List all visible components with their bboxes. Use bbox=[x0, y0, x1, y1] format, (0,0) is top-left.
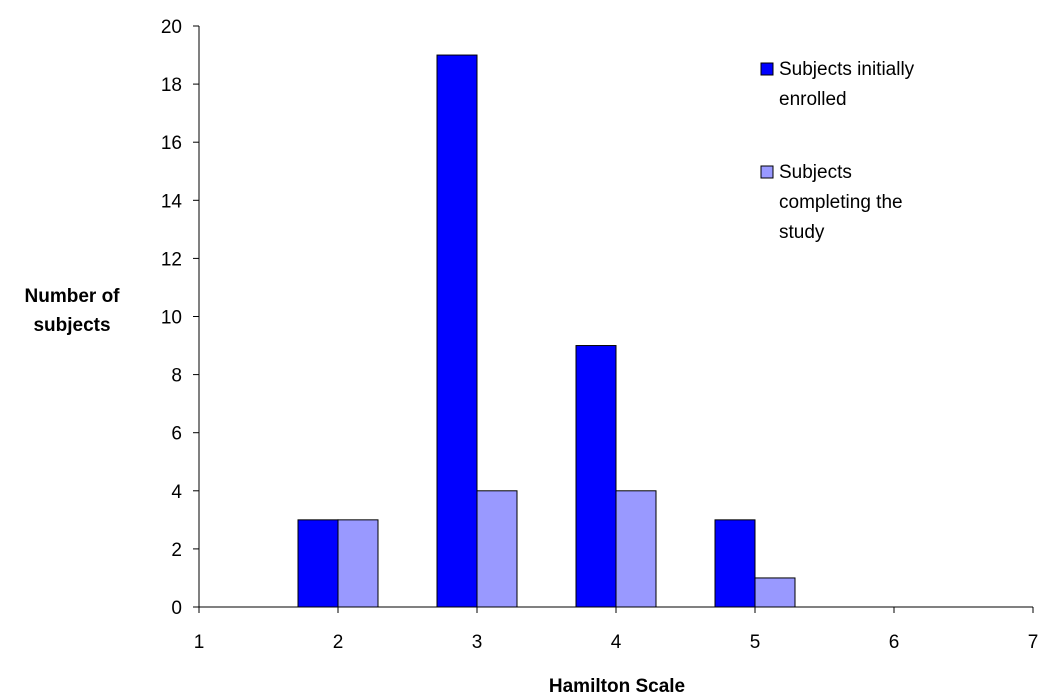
x-axis-title: Hamilton Scale bbox=[549, 676, 685, 697]
y-tick-label: 10 bbox=[161, 308, 182, 329]
x-tick-label: 5 bbox=[750, 632, 761, 653]
bar-series-1-x-3 bbox=[436, 54, 478, 608]
legend-swatch bbox=[760, 165, 774, 179]
y-tick-label: 4 bbox=[171, 482, 182, 503]
bar-series-1-x-5 bbox=[714, 519, 756, 608]
y-tick-label: 6 bbox=[171, 424, 182, 445]
plot-bars bbox=[297, 54, 796, 608]
legend: Subjects initially enrolled Subjects comple… bbox=[760, 59, 915, 243]
y-axis-title: Number of subjects bbox=[25, 286, 121, 336]
x-tick-label: 2 bbox=[333, 632, 344, 653]
legend-label-line: study bbox=[779, 222, 825, 243]
x-tick-label: 1 bbox=[194, 632, 205, 653]
y-tick-label: 0 bbox=[171, 598, 182, 619]
x-tick-label: 3 bbox=[472, 632, 483, 653]
legend-swatch bbox=[760, 62, 774, 76]
bar-series-1-x-4 bbox=[575, 345, 617, 608]
y-tick-label: 18 bbox=[161, 75, 182, 96]
bar-series-2-x-2 bbox=[337, 519, 379, 608]
y-axis-title-line: subjects bbox=[33, 315, 110, 336]
y-axis-title-line: Number of bbox=[25, 286, 121, 307]
bar-series-1-x-2 bbox=[297, 519, 339, 608]
y-tick-label: 20 bbox=[161, 17, 182, 38]
bar-series-2-x-5 bbox=[754, 577, 796, 608]
x-tick-label: 6 bbox=[889, 632, 900, 653]
legend-label-line: enrolled bbox=[779, 89, 847, 110]
x-tick-label: 4 bbox=[611, 632, 622, 653]
y-tick-label: 8 bbox=[171, 366, 182, 387]
legend-label-line: completing the bbox=[779, 192, 903, 213]
y-tick-label: 14 bbox=[161, 191, 183, 212]
x-tick-label: 7 bbox=[1028, 632, 1039, 653]
y-tick-label: 2 bbox=[171, 540, 182, 561]
y-tick-label: 16 bbox=[161, 133, 182, 154]
bar-series-2-x-4 bbox=[615, 490, 657, 608]
legend-label-line: Subjects initially bbox=[779, 59, 915, 80]
bar-series-2-x-3 bbox=[476, 490, 518, 608]
legend-label-line: Subjects bbox=[779, 162, 852, 183]
y-tick-label: 12 bbox=[161, 249, 182, 270]
